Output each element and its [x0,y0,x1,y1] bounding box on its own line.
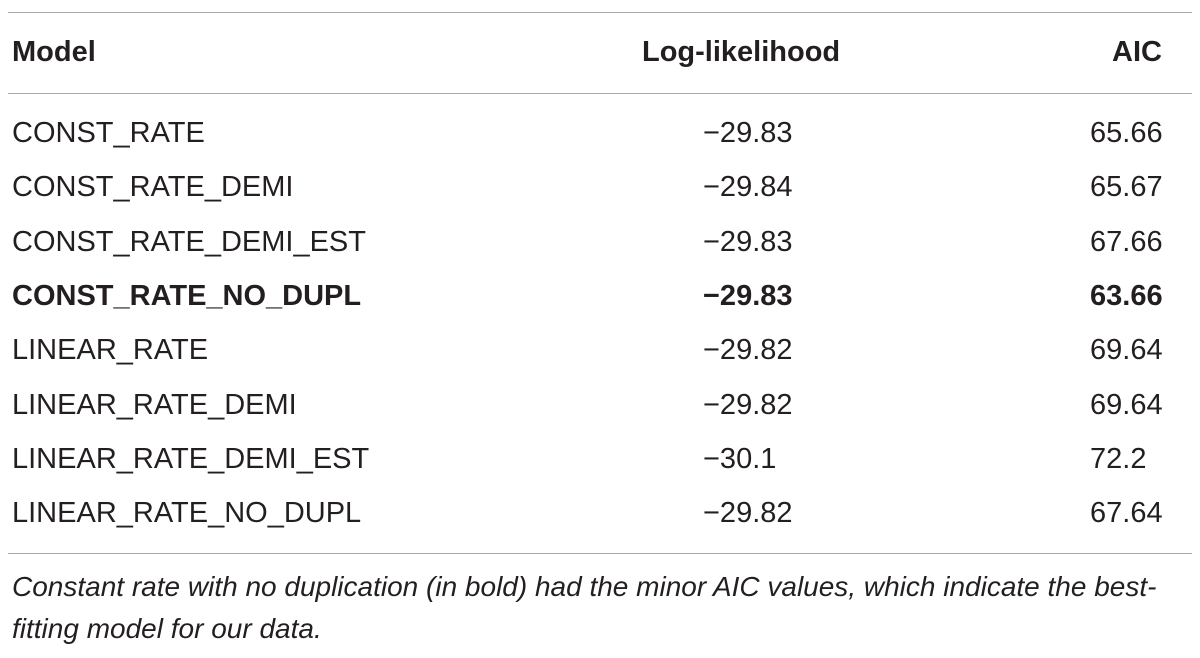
table-row: LINEAR_RATE_DEMI_EST −30.1 72.2 [0,442,1200,476]
table-cell: 65.67 [1090,171,1163,204]
table-cell: −29.82 [703,497,793,530]
table-cell: −29.83 [703,117,793,149]
table-cell: 65.66 [1090,117,1163,149]
table-cell: −29.82 [703,334,793,367]
table-cell: LINEAR_RATE_DEMI_EST [12,442,370,475]
header-cell: AIC [1112,36,1162,68]
table-row: CONST_RATE_DEMI −29.84 65.67 [0,170,1200,204]
table-row: LINEAR_RATE_DEMI −29.82 69.64 [0,388,1200,422]
header-row: Model Log-likelihood AIC [0,35,1200,69]
table-cell: LINEAR_RATE_NO_DUPL [12,497,362,530]
table-cell: 69.64 [1090,334,1163,367]
table-cell: −29.83 [703,279,793,312]
table-cell: LINEAR_RATE_DEMI [12,388,297,421]
table-cell: CONST_RATE_NO_DUPL [12,279,362,312]
header-rule [8,93,1192,94]
header-cell: Log-likelihood [642,36,841,68]
table-cell: −29.82 [703,388,793,421]
table-cell: CONST_RATE_DEMI_EST [12,225,366,258]
table-row: CONST_RATE_DEMI_EST −29.83 67.66 [0,225,1200,259]
table-cell: CONST_RATE_DEMI [12,171,294,204]
header-cell: Model [12,36,96,68]
table-row: LINEAR_RATE_NO_DUPL −29.82 67.64 [0,496,1200,530]
table-row: CONST_RATE −29.83 65.66 [0,116,1200,150]
table-cell: 67.66 [1090,225,1163,258]
table-row: LINEAR_RATE −29.82 69.64 [0,333,1200,367]
top-rule [8,12,1192,13]
table-cell: −29.83 [703,225,793,258]
table-cell: 69.64 [1090,388,1163,421]
table-row: CONST_RATE_NO_DUPL −29.83 63.66 [0,279,1200,313]
bottom-rule [8,553,1192,554]
table-cell: −30.1 [703,442,777,475]
caption: Constant rate with no duplication (in bo… [12,571,1157,644]
table-cell: 72.2 [1090,442,1147,475]
table-cell: 67.64 [1090,497,1163,530]
table-cell: CONST_RATE [12,117,205,149]
table-cell: LINEAR_RATE [12,334,209,367]
table-cell: −29.84 [703,171,793,204]
table-cell: 63.66 [1090,279,1163,312]
